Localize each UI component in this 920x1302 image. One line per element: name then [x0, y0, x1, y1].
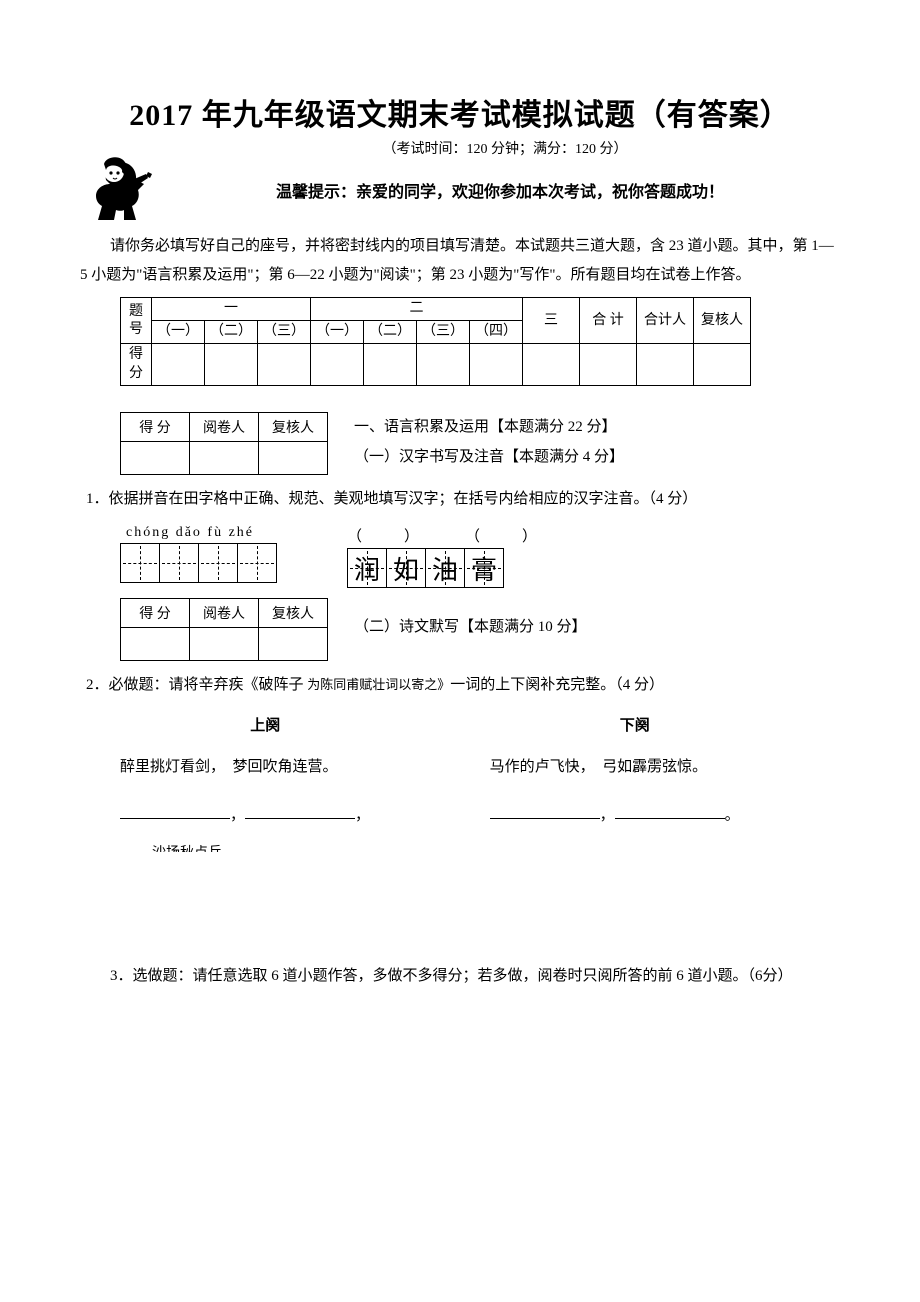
cell — [259, 628, 328, 661]
tianzi-right: （ ） （ ） 润 如 油 膏 — [347, 525, 541, 588]
q2-small: 为陈同甫赋壮词以寄之》 — [307, 677, 450, 692]
cartoon-girl-icon — [86, 150, 164, 227]
th-tihao: 题号 — [121, 298, 152, 344]
section-1-2: （二）诗文默写【本题满分 10 分】 — [354, 612, 587, 642]
th-er: 二 — [311, 298, 523, 321]
row-defen-label: 得分 — [121, 344, 152, 385]
cell — [523, 344, 580, 385]
score-table: 题号 一 二 三 合 计 合计人 复核人 （一） （二） （三） （一） （二）… — [120, 297, 751, 386]
sub-2-3: （三） — [417, 321, 470, 344]
instructions: 请你务必填写好自己的座号，并将密封线内的项目填写清楚。本试题共三道大题，含 23… — [80, 232, 840, 289]
cell — [190, 441, 259, 474]
question-1: 1．依据拼音在田字格中正确、规范、美观地填写汉字；在括号内给相应的汉字注音。（4… — [86, 485, 834, 514]
sub-2-2: （二） — [364, 321, 417, 344]
mini-defen: 得 分 — [121, 412, 190, 441]
poem-col-1: 上阕 醉里挑灯看剑， 梦回吹角连营。 ，， — [120, 714, 410, 825]
score-mini-1: 得 分 阅卷人 复核人 — [120, 412, 328, 475]
th-heji: 合 计 — [580, 298, 637, 344]
poem-section: 上阕 醉里挑灯看剑， 梦回吹角连营。 ，， 下阕 马作的卢飞快， 弓如霹雳弦惊。… — [80, 714, 840, 853]
cell — [694, 344, 751, 385]
cell — [470, 344, 523, 385]
q2-a: 2．必做题：请将辛弃疾《破阵子 — [86, 677, 307, 693]
cell — [259, 441, 328, 474]
mini-yuejuan: 阅卷人 — [190, 412, 259, 441]
hint-row: 温馨提示：亲爱的同学，欢迎你参加本次考试，祝你答题成功！ — [80, 164, 840, 224]
sub-1-1: （一） — [152, 321, 205, 344]
cell — [580, 344, 637, 385]
th-fuheren: 复核人 — [694, 298, 751, 344]
cell — [121, 441, 190, 474]
th-hejiren: 合计人 — [637, 298, 694, 344]
poem-line-1: 醉里挑灯看剑， 梦回吹角连营。 — [120, 755, 410, 776]
score-mini-2: 得 分 阅卷人 复核人 — [120, 598, 328, 661]
cell — [205, 344, 258, 385]
paren-row: （ ） （ ） — [347, 525, 541, 546]
poem-blanks-2: ，。 — [490, 802, 780, 825]
th-yi: 一 — [152, 298, 311, 321]
page-title: 2017 年九年级语文期末考试模拟试题（有答案） — [80, 90, 840, 134]
tz-cell: 如 — [386, 548, 426, 588]
exam-info: （考试时间：120 分钟；满分：120 分） — [170, 138, 840, 158]
section-1-title: 一、语言积累及运用【本题满分 22 分】 — [354, 412, 624, 442]
tz-cell — [237, 543, 277, 583]
tz-cell: 油 — [425, 548, 465, 588]
section-1-1: （一）汉字书写及注音【本题满分 4 分】 — [354, 442, 624, 472]
sub-2-4: （四） — [470, 321, 523, 344]
poem-head-2: 下阕 — [490, 714, 780, 735]
tz-cell — [159, 543, 199, 583]
q2-b: 一词的上下阕补充完整。（4 分） — [450, 677, 664, 693]
hint-text: 温馨提示：亲爱的同学，欢迎你参加本次考试，祝你答题成功！ — [160, 164, 840, 202]
cell — [121, 628, 190, 661]
poem-head-1: 上阕 — [120, 714, 410, 735]
cell — [637, 344, 694, 385]
poem-col-2: 下阕 马作的卢飞快， 弓如霹雳弦惊。 ，。 — [490, 714, 780, 825]
sub-2-1: （一） — [311, 321, 364, 344]
mini-fuhe: 复核人 — [259, 599, 328, 628]
poem-line-2: 马作的卢飞快， 弓如霹雳弦惊。 — [490, 755, 780, 776]
poem-fragment: 沙场秋点兵 — [152, 846, 222, 852]
mini-defen: 得 分 — [121, 599, 190, 628]
tianzige-row: chóng dǎo fù zhé （ ） （ ） 润 如 油 膏 — [120, 525, 840, 588]
poem-blanks-1: ，， — [120, 802, 410, 825]
tianzi-left: chóng dǎo fù zhé — [120, 525, 277, 583]
cell — [364, 344, 417, 385]
cell — [190, 628, 259, 661]
question-2: 2．必做题：请将辛弃疾《破阵子 为陈同甫赋壮词以寄之》一词的上下阕补充完整。（4… — [86, 671, 834, 700]
th-san: 三 — [523, 298, 580, 344]
cell — [311, 344, 364, 385]
tz-cell: 润 — [347, 548, 387, 588]
mini-yuejuan: 阅卷人 — [190, 599, 259, 628]
pinyin: chóng dǎo fù zhé — [126, 525, 277, 541]
tz-cell — [198, 543, 238, 583]
cell — [258, 344, 311, 385]
cell — [152, 344, 205, 385]
question-3: 3．选做题：请任意选取 6 道小题作答，多做不多得分；若多做，阅卷时只阅所答的前… — [80, 962, 840, 991]
tz-cell: 膏 — [464, 548, 504, 588]
cell — [417, 344, 470, 385]
tz-cell — [120, 543, 160, 583]
mini-fuhe: 复核人 — [259, 412, 328, 441]
sub-1-2: （二） — [205, 321, 258, 344]
sub-1-3: （三） — [258, 321, 311, 344]
